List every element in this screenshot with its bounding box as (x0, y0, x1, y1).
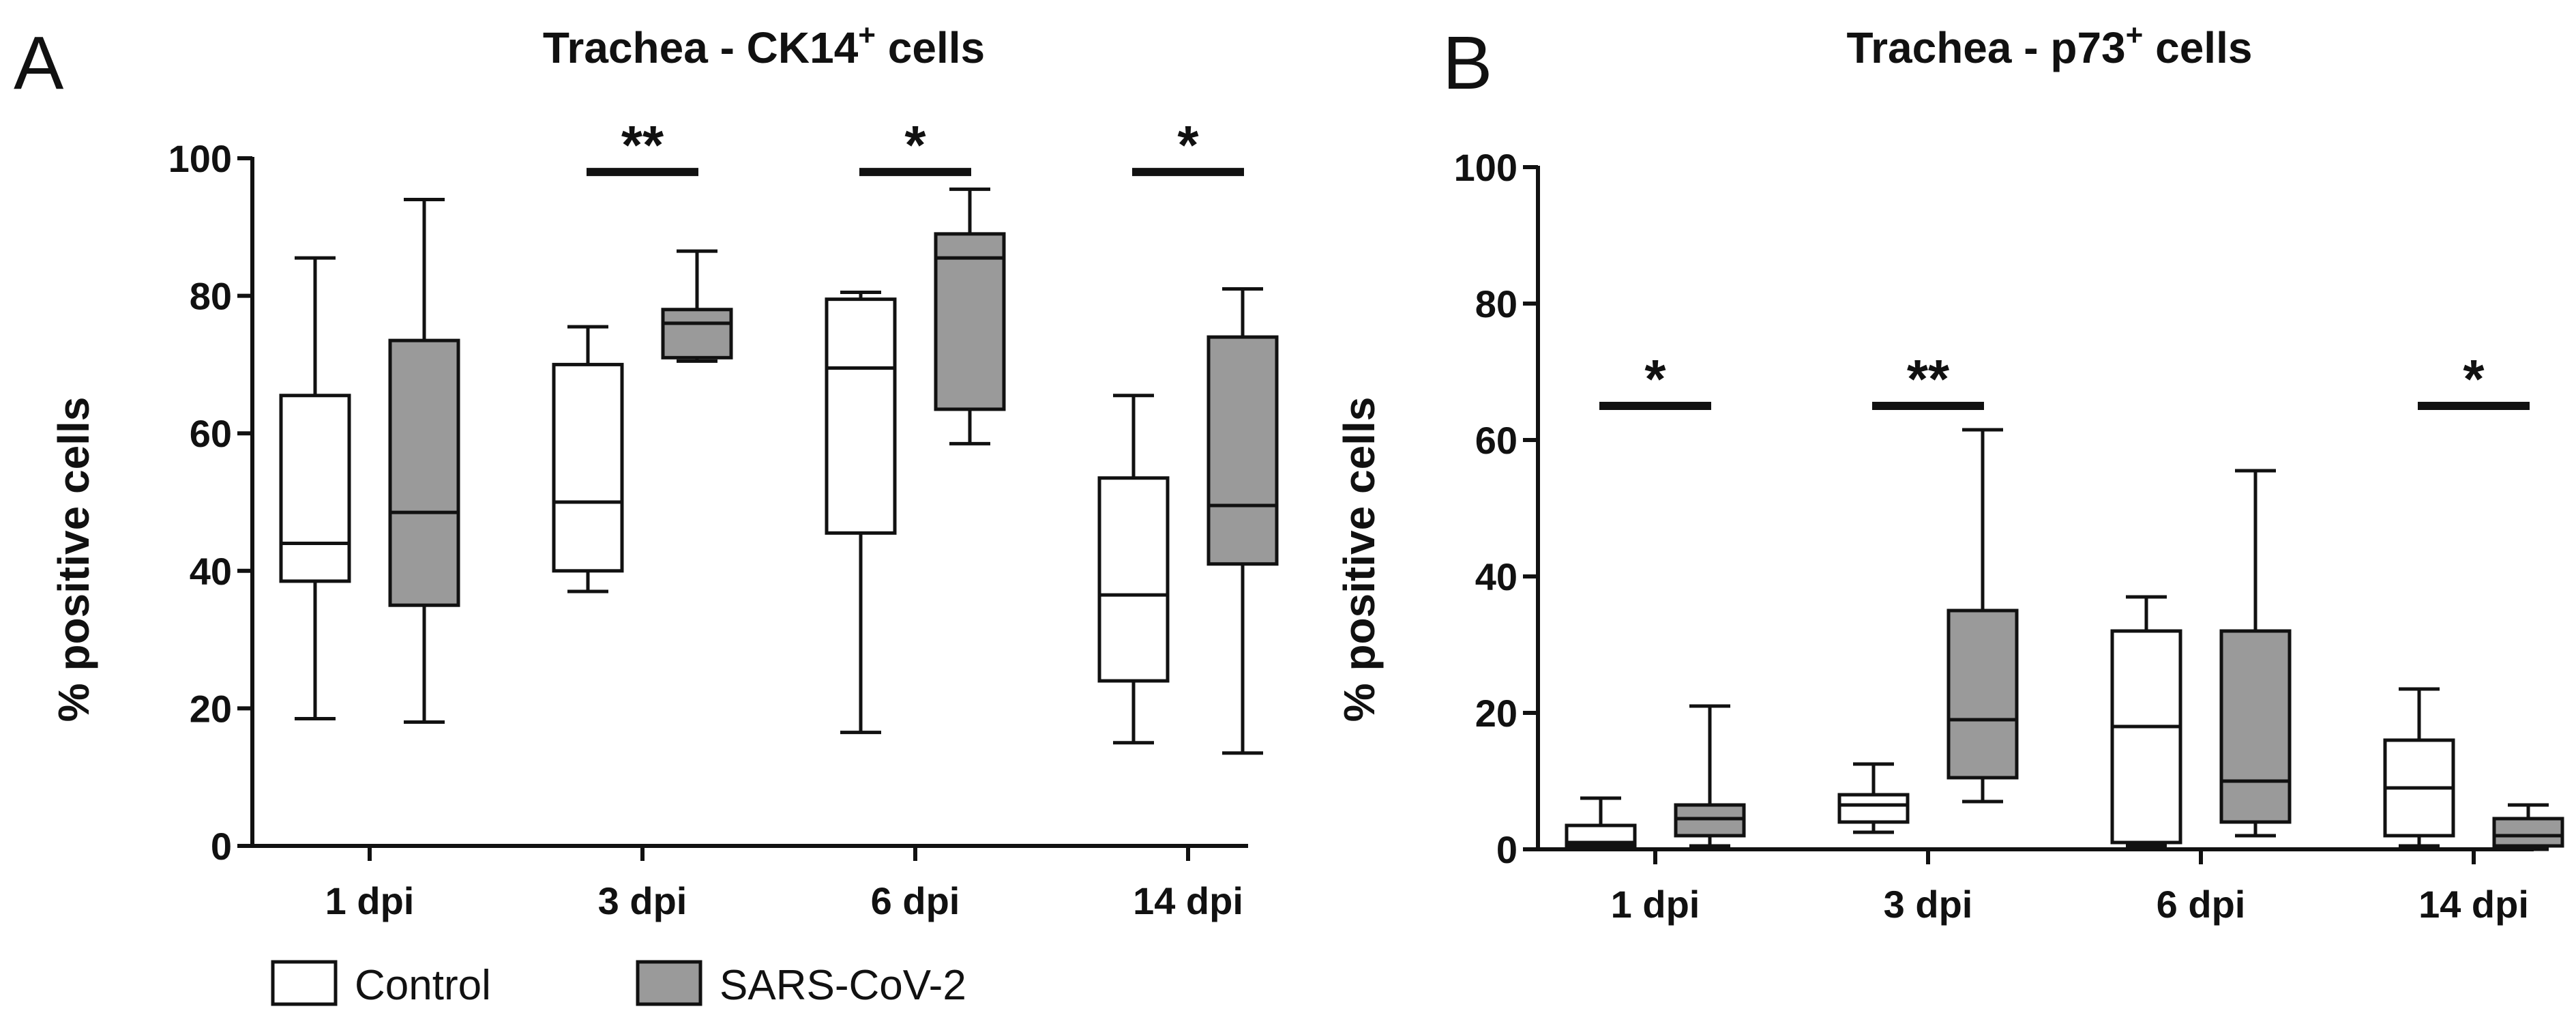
panel-b-box-control (2383, 687, 2455, 848)
box-iqr (1946, 609, 2019, 780)
box-iqr (1837, 793, 1910, 824)
panel-b-y-tick-label: 0 (1496, 828, 1518, 871)
legend-swatch-control (271, 960, 338, 1006)
panel-a-y-tick-label: 80 (190, 275, 232, 318)
panel-b-box-sars-cov-2 (1674, 704, 1746, 848)
panel-a-letter: A (14, 21, 64, 105)
panel-b-box-sars-cov-2 (1946, 428, 2019, 804)
panel-b-x-tick-label: 1 dpi (1611, 883, 1700, 926)
panel-b-box-sars-cov-2 (2492, 803, 2564, 851)
panel-a-y-tick-label: 20 (190, 687, 232, 730)
panel-b-y-tick-label: 20 (1475, 692, 1518, 735)
panel-b-x-tick-label: 3 dpi (1884, 883, 1973, 926)
panel-a-y-tick-label: 100 (168, 137, 232, 180)
panel-a-title: Trachea - CK14+ cells (543, 18, 985, 72)
panel-b-x-tick-label: 6 dpi (2157, 883, 2246, 926)
panel-a-box-sars-cov-2 (388, 197, 460, 724)
panel-a-box-control (279, 256, 351, 721)
panel-a-box-sars-cov-2 (661, 249, 733, 363)
panel-b-box-sars-cov-2 (2219, 469, 2292, 838)
panel-a-x-tick-label: 3 dpi (598, 879, 687, 922)
legend-label-sars-cov-2: SARS-CoV-2 (720, 962, 966, 1009)
box-iqr (934, 232, 1006, 411)
panel-b-box-control (1565, 796, 1637, 851)
legend-label-control: Control (355, 962, 491, 1009)
panel-a-box-sars-cov-2 (934, 187, 1006, 445)
panel-a-box-sars-cov-2 (1206, 287, 1279, 755)
panel-a-box-control (552, 325, 624, 593)
box-iqr (552, 362, 624, 573)
box-iqr (2110, 629, 2182, 845)
panel-b-significance-label: * (2463, 349, 2485, 409)
box-iqr (2219, 629, 2292, 824)
panel-a-box-control (825, 291, 897, 735)
box-iqr (388, 338, 460, 607)
box-iqr (2492, 817, 2564, 848)
panel-b-y-tick-label: 40 (1475, 555, 1518, 598)
panel-a-significance-label: * (904, 115, 926, 175)
panel-a-y-tick-label: 40 (190, 550, 232, 593)
panel-a-y-tick-label: 0 (211, 825, 232, 868)
panel-b-letter: B (1442, 21, 1492, 105)
panel-b-y-tick-label: 80 (1475, 282, 1518, 325)
panel-b-y-tick-label: 60 (1475, 419, 1518, 462)
panel-b-x-tick-label: 14 dpi (2418, 883, 2529, 926)
panel-a-significance-label: * (1177, 115, 1199, 175)
box-iqr (279, 394, 351, 583)
panel-b-y-axis-label: % positive cells (1335, 397, 1384, 722)
panel-b-box-control (1837, 762, 1910, 834)
panel-b-box-control (2110, 595, 2182, 848)
panel-a-significance-label: ** (621, 115, 664, 175)
panel-a-box-control (1097, 394, 1170, 745)
box-iqr (1097, 476, 1170, 683)
box-iqr (825, 297, 897, 535)
panel-b-significance-label: ** (1907, 349, 1950, 409)
panel-a-x-tick-label: 14 dpi (1133, 879, 1243, 922)
panel-b-title: Trachea - p73+ cells (1847, 18, 2253, 72)
legend-swatch-sars-cov-2 (636, 960, 702, 1006)
panel-a-y-axis-label: % positive cells (49, 397, 98, 722)
box-iqr (661, 308, 733, 360)
legend: Control SARS-CoV-2 (271, 960, 966, 1009)
panel-a-y-tick-label: 60 (190, 412, 232, 455)
box-iqr (1206, 335, 1279, 566)
panel-a-x-tick-label: 1 dpi (325, 879, 415, 922)
panel-b-significance-label: * (1644, 349, 1666, 409)
panel-b-y-tick-label: 100 (1454, 146, 1518, 189)
panel-a-x-tick-label: 6 dpi (871, 879, 960, 922)
